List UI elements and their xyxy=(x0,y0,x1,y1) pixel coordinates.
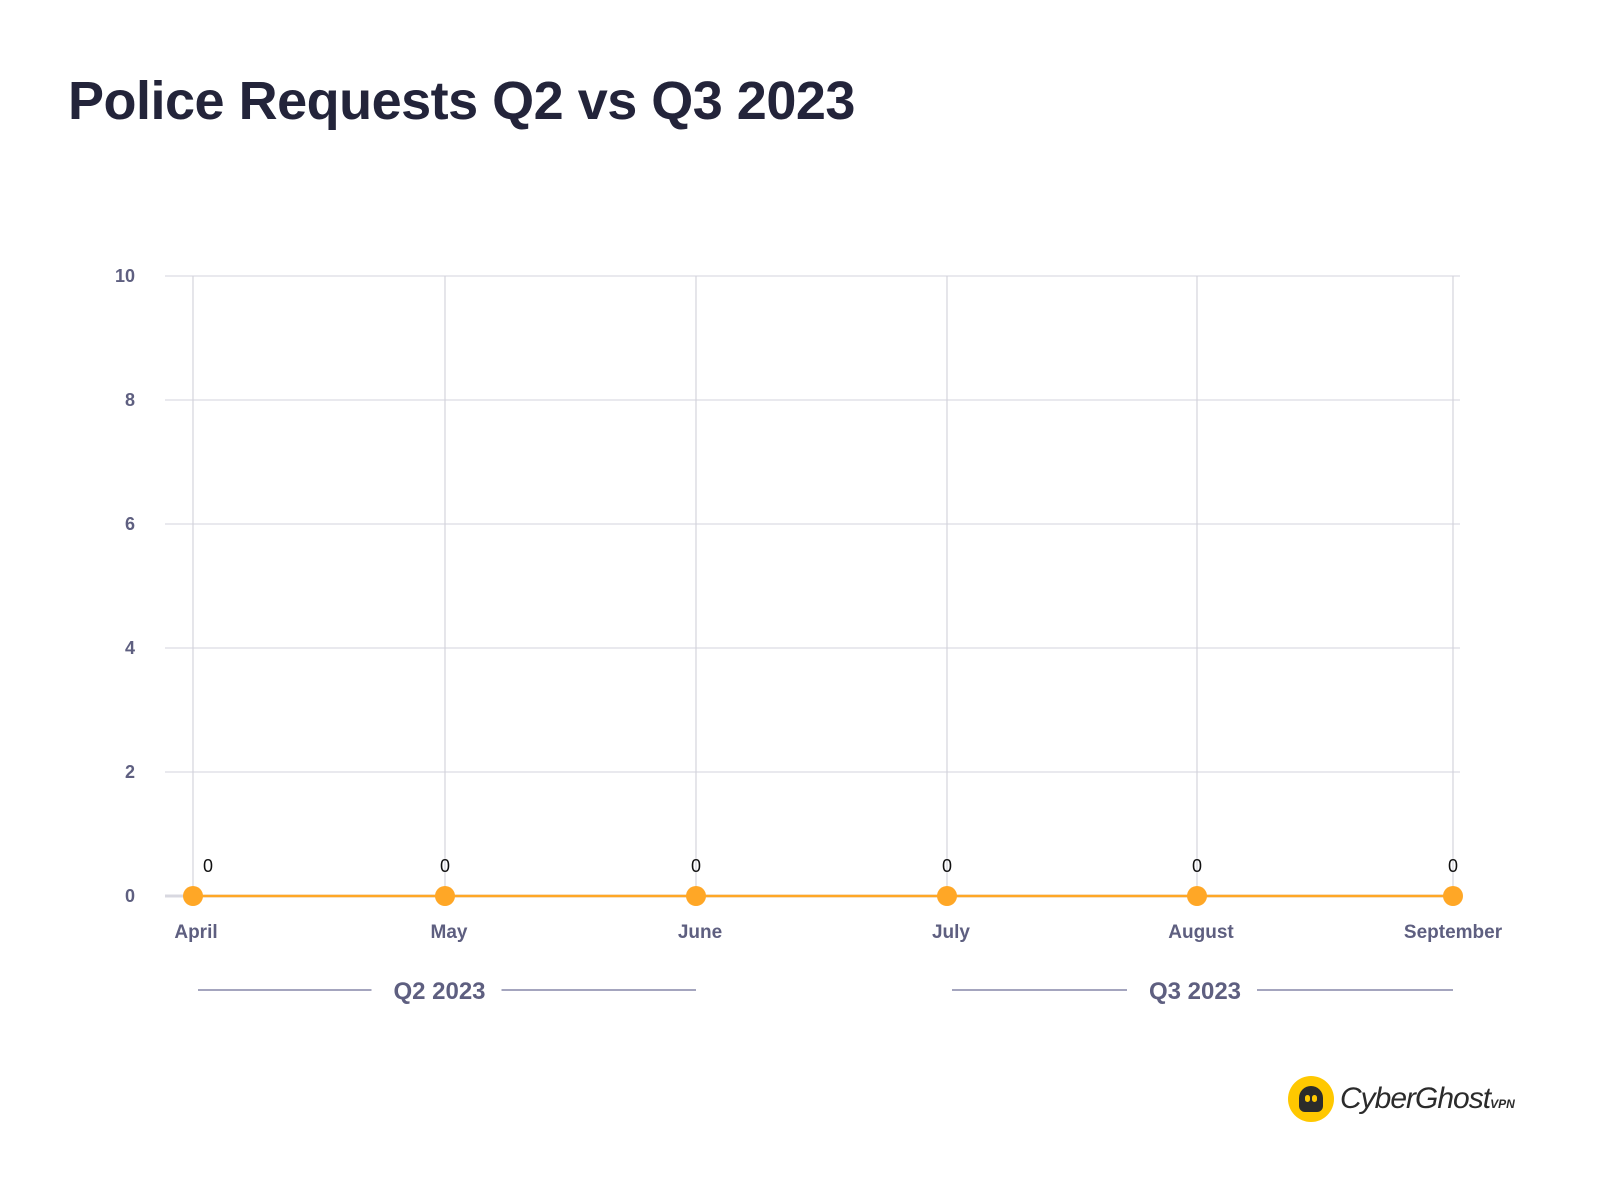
x-tick-label: June xyxy=(678,922,722,943)
y-tick-label: 0 xyxy=(125,886,135,906)
data-point xyxy=(686,886,706,906)
group-label: Q2 2023 xyxy=(393,978,485,1005)
data-point xyxy=(1187,886,1207,906)
y-tick-label: 4 xyxy=(125,638,135,658)
data-label: 0 xyxy=(691,856,701,876)
y-tick-label: 10 xyxy=(115,266,135,286)
x-tick-label: July xyxy=(932,922,970,943)
data-label: 0 xyxy=(440,856,450,876)
x-tick-label: August xyxy=(1168,922,1234,943)
cyberghost-logo: CyberGhost VPN xyxy=(1288,1076,1515,1122)
x-tick-label: September xyxy=(1404,922,1503,943)
data-label: 0 xyxy=(942,856,952,876)
data-point xyxy=(183,886,203,906)
group-label: Q3 2023 xyxy=(1149,978,1241,1005)
data-point xyxy=(1443,886,1463,906)
data-point xyxy=(435,886,455,906)
y-tick-label: 8 xyxy=(125,390,135,410)
y-tick-label: 6 xyxy=(125,514,135,534)
data-label: 0 xyxy=(1192,856,1202,876)
x-tick-label: April xyxy=(174,922,217,943)
data-label: 0 xyxy=(1448,856,1458,876)
brand-suffix: VPN xyxy=(1490,1097,1515,1111)
data-point xyxy=(937,886,957,906)
chart-title: Police Requests Q2 vs Q3 2023 xyxy=(68,71,855,131)
data-label: 0 xyxy=(203,856,213,876)
ghost-icon xyxy=(1288,1076,1334,1122)
x-tick-label: May xyxy=(431,922,468,943)
y-tick-label: 2 xyxy=(125,762,135,782)
brand-name: CyberGhost xyxy=(1340,1082,1491,1115)
